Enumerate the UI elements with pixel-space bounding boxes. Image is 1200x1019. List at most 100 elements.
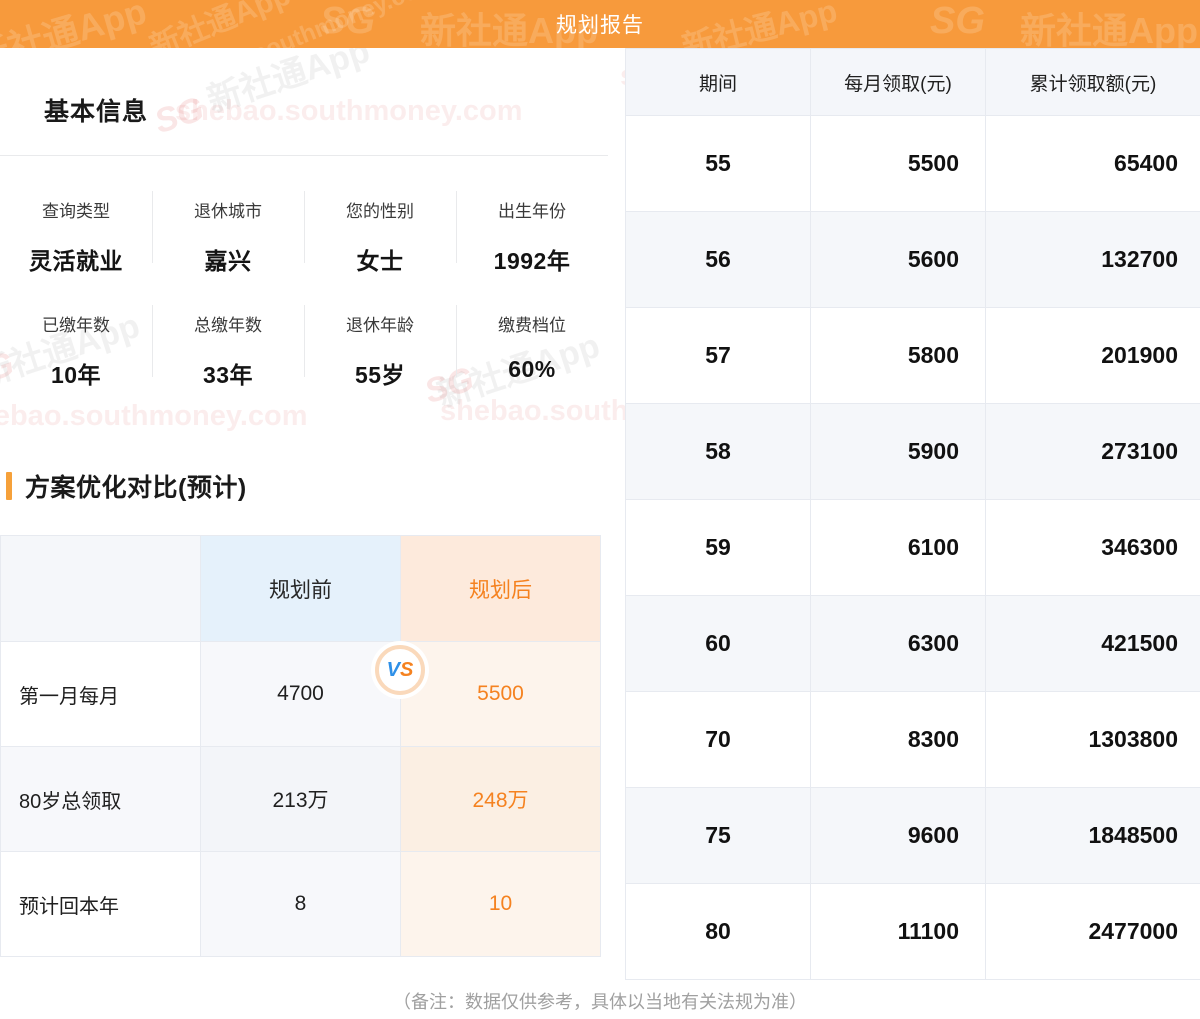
comparison-row-before: 213万 xyxy=(200,746,401,852)
info-label: 缴费档位 xyxy=(498,316,566,335)
vs-badge-v: V xyxy=(386,658,400,681)
report-body: 基本信息 查询类型 灵活就业 退休城市 嘉兴 您的性别 女士 xyxy=(0,48,1200,1019)
info-value: 嘉兴 xyxy=(204,248,252,274)
comparison-row-after: 248万 xyxy=(400,746,601,852)
page-title: 规划报告 xyxy=(556,14,644,37)
table-row: 80 11100 2477000 xyxy=(625,883,1200,980)
schedule-cell-period: 57 xyxy=(625,307,811,404)
schedule-header-period: 期间 xyxy=(625,48,811,116)
basic-info-grid: 查询类型 灵活就业 退休城市 嘉兴 您的性别 女士 出生年份 1992年 xyxy=(0,183,608,411)
schedule-cell-period: 55 xyxy=(625,115,811,212)
info-value: 55岁 xyxy=(354,362,406,388)
info-label: 总缴年数 xyxy=(194,316,262,335)
schedule-cell-monthly: 5900 xyxy=(810,403,986,500)
watermark-app-name: 新社通App xyxy=(145,0,296,48)
right-column: 期间 每月领取(元) 累计领取额(元) 55 5500 65400 56 560… xyxy=(625,48,1200,1019)
schedule-cell-total: 2477000 xyxy=(985,883,1200,980)
table-row: 55 5500 65400 xyxy=(625,115,1200,212)
schedule-cell-period: 70 xyxy=(625,691,811,788)
schedule-cell-monthly: 9600 xyxy=(810,787,986,884)
schedule-cell-monthly: 8300 xyxy=(810,691,986,788)
vs-badge-s: S xyxy=(400,658,414,681)
comparison-row-after: 5500 xyxy=(400,641,601,747)
info-cell-gender: 您的性别 女士 xyxy=(304,183,456,297)
comparison-row-before: 4700 xyxy=(200,641,401,747)
table-row: 59 6100 346300 xyxy=(625,499,1200,596)
schedule-cell-monthly: 5500 xyxy=(810,115,986,212)
footnote: （备注：数据仅供参考，具体以当地有关法规为准） xyxy=(393,992,807,1012)
basic-info-divider xyxy=(0,155,608,156)
info-cell-birth-year: 出生年份 1992年 xyxy=(456,183,608,297)
basic-info-title: 基本信息 xyxy=(44,98,149,126)
schedule-cell-period: 80 xyxy=(625,883,811,980)
schedule-header-row: 期间 每月领取(元) 累计领取额(元) xyxy=(625,48,1200,116)
schedule-cell-monthly: 5600 xyxy=(810,211,986,308)
table-row: 第一月每月 4700 5500 xyxy=(0,641,601,747)
watermark-app-name: 新社通App xyxy=(1020,10,1198,48)
info-cell-retire-city: 退休城市 嘉兴 xyxy=(152,183,304,297)
comparison-section-title: 方案优化对比(预计) xyxy=(6,468,247,504)
schedule-header-monthly: 每月领取(元) xyxy=(810,48,986,116)
info-label: 退休城市 xyxy=(194,202,262,221)
comparison-row-label: 第一月每月 xyxy=(0,641,201,747)
info-cell-retire-age: 退休年龄 55岁 xyxy=(304,297,456,411)
page-header: 新社通App 新社通App shebao.southmoney.com SG 新… xyxy=(0,0,1200,48)
info-label: 查询类型 xyxy=(42,202,110,221)
info-cell-paid-years: 已缴年数 10年 xyxy=(0,297,152,411)
table-row: 80岁总领取 213万 248万 xyxy=(0,746,601,852)
info-value: 1992年 xyxy=(493,248,571,274)
pension-schedule-table: 期间 每月领取(元) 累计领取额(元) 55 5500 65400 56 560… xyxy=(625,48,1200,980)
info-value: 60% xyxy=(508,356,556,382)
schedule-cell-period: 60 xyxy=(625,595,811,692)
comparison-header-row: 规划前 规划后 xyxy=(0,535,601,642)
info-label: 出生年份 xyxy=(498,202,566,221)
watermark-brand-logo: SG xyxy=(930,0,985,42)
table-row: 70 8300 1303800 xyxy=(625,691,1200,788)
comparison-header-before: 规划前 xyxy=(200,535,401,642)
table-row: 预计回本年 8 10 xyxy=(0,851,601,957)
watermark-app-name: 新社通App xyxy=(0,0,151,48)
watermark-app-name: 新社通App xyxy=(678,0,841,48)
schedule-cell-total: 132700 xyxy=(985,211,1200,308)
accent-bar xyxy=(6,472,12,500)
schedule-cell-total: 65400 xyxy=(985,115,1200,212)
info-label: 您的性别 xyxy=(346,202,414,221)
left-column: 基本信息 查询类型 灵活就业 退休城市 嘉兴 您的性别 女士 xyxy=(0,48,620,1019)
comparison-header-blank xyxy=(0,535,201,642)
basic-info-row: 查询类型 灵活就业 退休城市 嘉兴 您的性别 女士 出生年份 1992年 xyxy=(0,183,608,297)
comparison-row-after: 10 xyxy=(400,851,601,957)
schedule-cell-monthly: 11100 xyxy=(810,883,986,980)
info-label: 已缴年数 xyxy=(42,316,110,335)
schedule-cell-total: 346300 xyxy=(985,499,1200,596)
schedule-cell-total: 1848500 xyxy=(985,787,1200,884)
comparison-row-label: 80岁总领取 xyxy=(0,746,201,852)
schedule-cell-period: 58 xyxy=(625,403,811,500)
table-row: 57 5800 201900 xyxy=(625,307,1200,404)
comparison-table: 规划前 规划后 第一月每月 4700 5500 80岁总领取 213万 248万 xyxy=(0,535,601,957)
schedule-cell-total: 273100 xyxy=(985,403,1200,500)
schedule-cell-total: 201900 xyxy=(985,307,1200,404)
info-value: 33年 xyxy=(202,362,254,388)
comparison-row-before: 8 xyxy=(200,851,401,957)
info-label: 退休年龄 xyxy=(346,316,414,335)
schedule-cell-period: 59 xyxy=(625,499,811,596)
info-value: 女士 xyxy=(356,248,404,274)
comparison-header-after: 规划后 xyxy=(400,535,601,642)
schedule-cell-total: 421500 xyxy=(985,595,1200,692)
basic-info-row: 已缴年数 10年 总缴年数 33年 退休年龄 55岁 缴费档位 60% xyxy=(0,297,608,411)
table-row: 58 5900 273100 xyxy=(625,403,1200,500)
table-row: 75 9600 1848500 xyxy=(625,787,1200,884)
schedule-cell-monthly: 6100 xyxy=(810,499,986,596)
schedule-cell-period: 75 xyxy=(625,787,811,884)
info-value: 灵活就业 xyxy=(29,248,123,274)
schedule-cell-period: 56 xyxy=(625,211,811,308)
schedule-cell-monthly: 6300 xyxy=(810,595,986,692)
info-cell-payment-level: 缴费档位 60% xyxy=(456,297,608,411)
table-row: 60 6300 421500 xyxy=(625,595,1200,692)
comparison-row-label: 预计回本年 xyxy=(0,851,201,957)
watermark-brand-logo: SG xyxy=(320,0,375,42)
table-row: 56 5600 132700 xyxy=(625,211,1200,308)
schedule-cell-monthly: 5800 xyxy=(810,307,986,404)
